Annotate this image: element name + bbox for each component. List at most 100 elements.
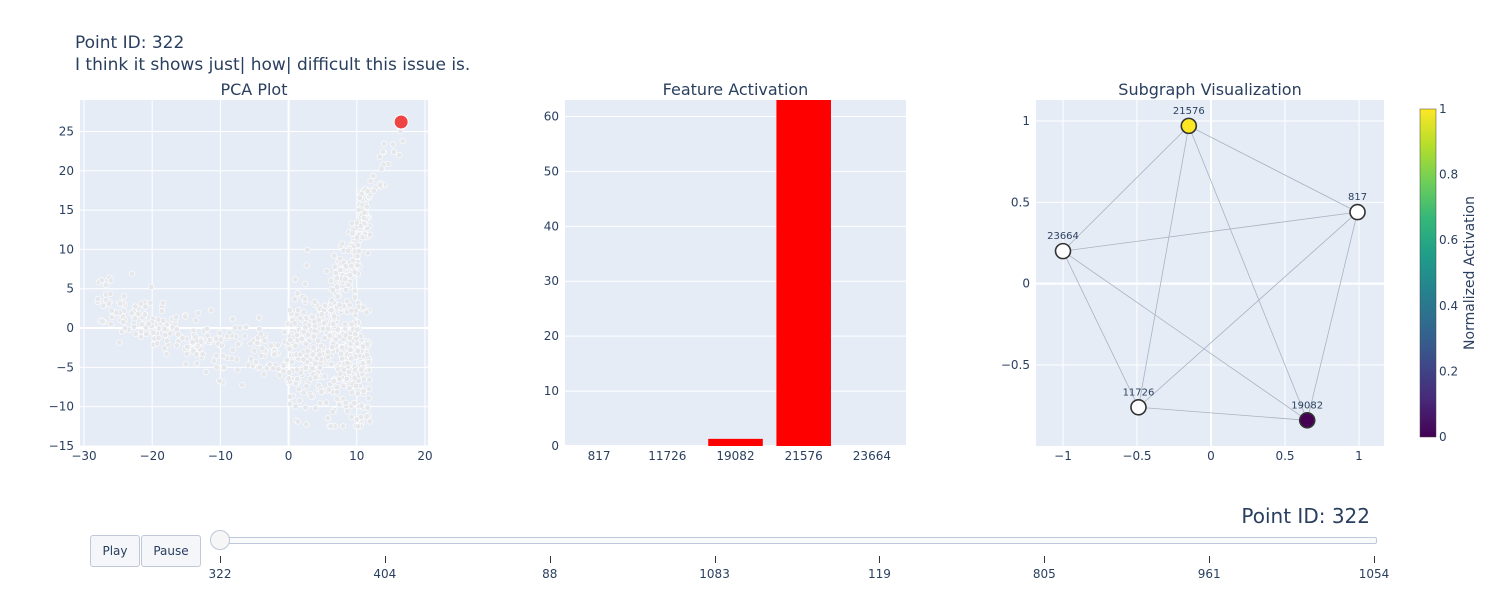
pca-point	[220, 364, 228, 371]
pca-point	[321, 373, 328, 380]
slider-step-label[interactable]: 1083	[699, 567, 730, 581]
graph-edge	[1306, 211, 1358, 421]
pca-point	[360, 304, 367, 311]
pca-point	[287, 336, 294, 343]
pca-point	[334, 326, 341, 333]
pca-point	[226, 329, 233, 336]
slider-step-label[interactable]: 119	[867, 567, 891, 581]
pca-point	[213, 364, 220, 371]
pca-point	[354, 262, 361, 269]
pca-point	[242, 324, 250, 331]
x-tick-label: 0	[285, 449, 293, 463]
pca-point	[107, 320, 115, 328]
pca-point	[324, 325, 332, 333]
slider-tick	[1374, 556, 1375, 563]
pca-point	[203, 325, 210, 332]
pca-point	[137, 300, 145, 307]
pca-point	[239, 381, 246, 389]
pca-point	[295, 386, 302, 393]
pca-point	[342, 399, 349, 406]
pca-point	[175, 331, 182, 338]
pca-point	[167, 330, 174, 337]
pca-point	[378, 165, 385, 172]
pca-point	[135, 310, 142, 317]
pca-point	[333, 283, 341, 290]
pca-point	[323, 399, 330, 406]
pca-point	[257, 330, 264, 338]
pca-point	[348, 321, 355, 328]
pca-point	[99, 318, 106, 325]
pca-point	[309, 313, 316, 321]
pca-point	[107, 290, 114, 298]
pca-point	[345, 281, 352, 289]
pca-point	[343, 375, 350, 382]
pca-point	[345, 368, 353, 376]
pca-point	[353, 234, 361, 241]
pca-point	[342, 321, 349, 328]
pca-point	[145, 320, 152, 327]
slider-rail[interactable]	[213, 537, 1377, 544]
pca-point	[117, 300, 124, 307]
y-tick-label: 0	[1022, 277, 1030, 291]
pca-point	[329, 408, 336, 416]
pca-point	[270, 365, 277, 372]
y-tick-label: 5	[66, 282, 74, 296]
slider-step-label[interactable]: 961	[1197, 567, 1221, 581]
pca-point	[147, 299, 154, 306]
pca-point	[361, 214, 368, 222]
bar	[708, 438, 763, 446]
play-button[interactable]: Play	[90, 535, 140, 567]
slider-step-label[interactable]: 322	[208, 567, 232, 581]
slider-tick	[549, 556, 551, 563]
pca-point	[327, 277, 335, 284]
pca-point	[348, 413, 355, 421]
pca-point	[229, 346, 236, 354]
pca-point	[254, 339, 261, 347]
pca-point	[354, 253, 361, 260]
pca-point	[334, 388, 341, 396]
pca-point	[163, 337, 171, 344]
slider-step-label[interactable]: 1054	[1358, 567, 1390, 581]
y-tick-label: −5	[56, 360, 74, 374]
colorbar-tick-label: 1	[1439, 102, 1447, 116]
colorbar-tick-label: 0.8	[1439, 168, 1458, 182]
x-tick-label: 19082	[716, 449, 754, 463]
slider-step-label[interactable]: 805	[1032, 567, 1056, 581]
pca-point	[116, 339, 123, 346]
pca-point	[331, 313, 338, 320]
x-tick-label: 21576	[785, 449, 823, 463]
pca-point	[294, 418, 302, 425]
slider-step-label[interactable]: 88	[542, 567, 558, 581]
pca-point	[390, 148, 397, 156]
pca-point	[107, 277, 115, 284]
pca-point	[294, 290, 301, 297]
pca-point	[218, 342, 225, 349]
pca-point	[161, 345, 168, 352]
slider-handle[interactable]	[210, 530, 230, 550]
pca-point	[147, 283, 155, 291]
x-tick-label: 23664	[853, 449, 891, 463]
pca-point	[274, 342, 281, 349]
pca-point	[348, 220, 355, 227]
pause-button[interactable]: Pause	[141, 535, 201, 567]
pca-point	[316, 351, 323, 358]
y-tick-label: 1	[1022, 114, 1030, 128]
pca-point	[396, 151, 403, 159]
y-tick-label: 10	[59, 242, 74, 256]
pca-point	[213, 335, 220, 342]
pca-point	[364, 250, 372, 257]
pca-point	[302, 364, 309, 372]
pca-point	[189, 339, 196, 346]
pca-point	[102, 281, 110, 289]
pca-point	[292, 342, 299, 349]
pca-point	[202, 368, 210, 376]
graph-node-label: 817	[1348, 192, 1367, 203]
pca-point	[309, 351, 317, 358]
slider-step-label[interactable]: 404	[373, 567, 397, 581]
pca-point	[300, 328, 307, 336]
graph-edge	[1188, 125, 1308, 421]
pca-point	[288, 359, 296, 366]
pca-point	[247, 355, 255, 362]
x-tick-label: 10	[349, 449, 364, 463]
pca-point	[346, 385, 353, 392]
